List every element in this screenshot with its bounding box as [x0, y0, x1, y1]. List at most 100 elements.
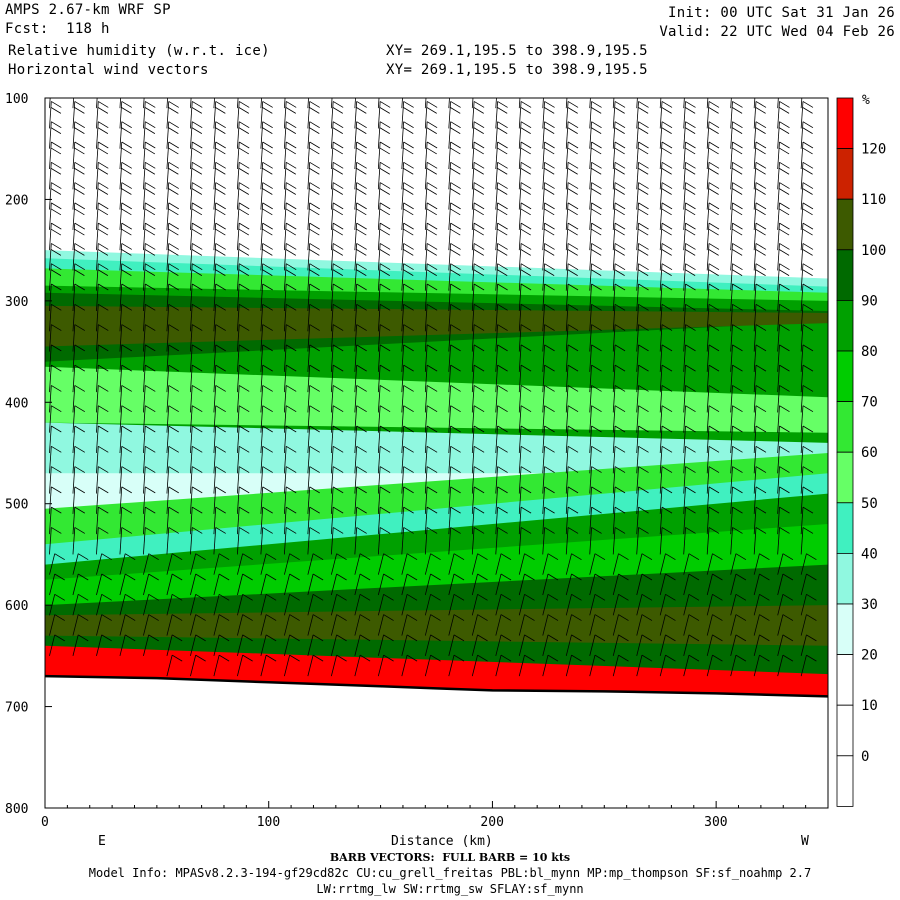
barb-flag [168, 283, 179, 291]
barb-staff [307, 573, 314, 596]
barb-staff [683, 527, 686, 555]
barb-staff [213, 385, 217, 413]
barb-flag [121, 249, 132, 256]
barb-flag [168, 141, 179, 149]
barb-staff [424, 527, 428, 555]
barb-staff [730, 98, 732, 109]
barb-staff [753, 486, 757, 514]
barb-flag [121, 283, 132, 291]
barb-flag [74, 445, 85, 453]
barb-staff [236, 202, 240, 230]
barb-flag [121, 188, 132, 195]
barb-staff [236, 344, 240, 372]
barb-flag [638, 324, 649, 331]
barb-staff [166, 634, 173, 656]
barb-staff [448, 553, 455, 575]
barb-flag [520, 425, 532, 433]
barb-staff [190, 324, 193, 352]
barb-staff [448, 573, 455, 596]
barb-flag [218, 634, 230, 642]
barb-flag [802, 141, 814, 149]
barb-staff [730, 304, 733, 332]
barb-flag [379, 303, 391, 311]
barb-staff [213, 486, 217, 514]
barb-staff [730, 101, 733, 129]
barb-staff [542, 344, 545, 372]
barb-flag [74, 127, 85, 134]
barb-staff [659, 162, 663, 190]
barb-staff [377, 655, 384, 677]
barb-flag [98, 121, 109, 129]
barb-staff [213, 614, 220, 636]
barb-flag [520, 364, 532, 372]
barb-flag [285, 101, 297, 108]
barb-staff [612, 553, 619, 575]
barb-flag [497, 385, 508, 392]
barb-flag [685, 121, 696, 129]
barb-flag [145, 263, 156, 271]
barb-flag [145, 486, 156, 494]
barb-flag [735, 634, 747, 642]
barb-staff [800, 634, 807, 656]
barb-flag [285, 385, 297, 392]
barb-flag [755, 263, 767, 271]
plot-frame [44, 97, 829, 809]
barb-flag [637, 127, 649, 134]
barb-staff [471, 614, 478, 636]
barb-flag [239, 101, 250, 108]
barb-staff [377, 594, 384, 616]
barb-staff [565, 466, 569, 494]
barb-flag [144, 167, 156, 175]
barb-flag [450, 486, 461, 494]
barb-staff [659, 594, 666, 616]
barb-staff [777, 202, 780, 230]
barb-flag [802, 269, 813, 276]
barb-staff [330, 243, 334, 271]
barb-flag [145, 303, 156, 311]
barb-flag [779, 303, 790, 311]
barb-flag [685, 141, 696, 149]
barb-flag [594, 593, 606, 601]
barb-flag [782, 593, 794, 601]
barb-flag [285, 269, 297, 276]
barb-flag [802, 161, 814, 169]
barb-staff [753, 553, 760, 575]
barb-staff [330, 573, 337, 596]
barb-flag [356, 141, 367, 149]
barb-flag [802, 283, 814, 291]
barb-flag [450, 385, 461, 392]
barb-flag [520, 269, 531, 276]
barb-flag [520, 127, 531, 134]
barb-flag [756, 87, 766, 93]
barb-flag [450, 425, 461, 433]
barb-flag [665, 614, 676, 621]
barb-flag [51, 466, 62, 473]
barb-flag [309, 107, 320, 114]
barb-flag [168, 303, 179, 311]
barb-staff [518, 223, 522, 251]
barb-flag [685, 243, 696, 250]
barb-staff [424, 405, 428, 433]
barb-staff [518, 614, 525, 636]
colorbar-segment [836, 451, 854, 504]
barb-flag [78, 593, 89, 601]
barb-flag [684, 228, 696, 236]
barb-staff [706, 614, 713, 636]
barb-flag [98, 101, 109, 108]
barb-flag [732, 527, 743, 534]
barb-flag [638, 445, 649, 453]
barb-flag [614, 127, 625, 134]
barb-flag [215, 324, 226, 331]
barb-flag [215, 161, 226, 169]
barb-staff [236, 283, 240, 312]
barb-flag [192, 161, 203, 169]
barb-staff [730, 527, 733, 555]
barb-flag [101, 614, 112, 621]
barb-staff [283, 405, 287, 433]
barb-flag [661, 161, 673, 169]
barb-flag [685, 445, 696, 453]
barb-flag [520, 527, 532, 534]
barb-flag [590, 147, 602, 155]
barb-staff [166, 283, 170, 312]
barb-staff [166, 344, 170, 372]
